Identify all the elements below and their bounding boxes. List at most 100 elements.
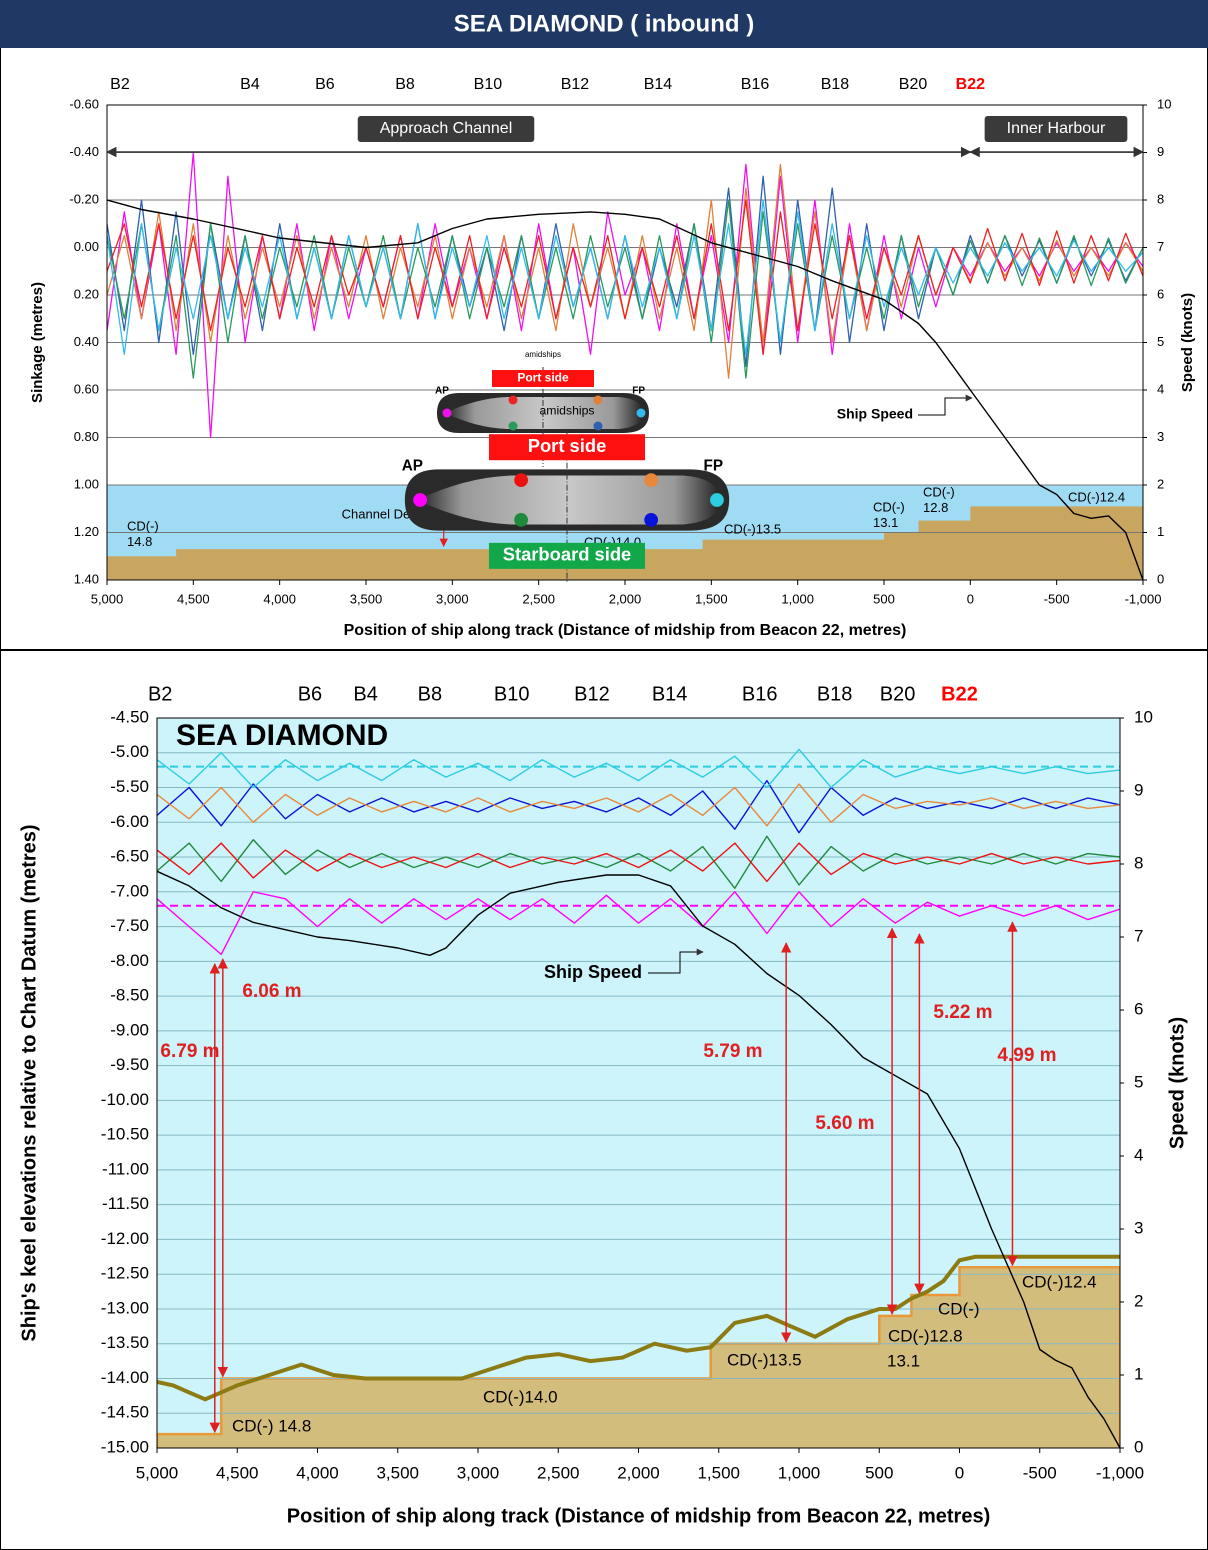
amidships-label: amidships xyxy=(525,350,561,359)
y-tick-label: 1.00 xyxy=(74,476,99,491)
x-tick-label: 4,000 xyxy=(263,591,296,606)
y-axis-title: Ship's keel elevations relative to Chart… xyxy=(18,824,40,1341)
y-tick-label: -10.00 xyxy=(101,1090,149,1109)
y-tick-label: -12.00 xyxy=(101,1229,149,1248)
y-tick-label: -5.50 xyxy=(110,777,149,796)
x-tick-label: 0 xyxy=(955,1463,964,1482)
starboard-box xyxy=(488,542,646,569)
depth-label: CD(-)13.5 xyxy=(724,521,781,536)
x-tick-label: 500 xyxy=(865,1463,893,1482)
fp-label: FP xyxy=(704,457,724,474)
beacon-label: B18 xyxy=(817,683,853,705)
clearance-label: 6.06 m xyxy=(242,981,301,1002)
x-tick-label: -500 xyxy=(1023,1463,1057,1482)
y2-tick-label: 2 xyxy=(1157,476,1164,491)
beacon-label: B22 xyxy=(941,683,978,705)
depth-label: CD(-)12.8 xyxy=(888,1326,963,1345)
speed-pointer xyxy=(918,394,973,416)
y-tick-label: -8.50 xyxy=(110,986,149,1005)
depth-label: CD(-)12.4 xyxy=(1068,489,1125,504)
x-axis-title: Position of ship along track (Distance o… xyxy=(344,622,907,639)
x-tick-label: 1,500 xyxy=(695,591,728,606)
y2-tick-label: 8 xyxy=(1157,191,1164,206)
clearance-label: 5.79 m xyxy=(703,1041,762,1062)
y-tick-label: -0.60 xyxy=(69,96,99,111)
y2-tick-label: 4 xyxy=(1157,381,1164,396)
y2-axis-title: Speed (knots) xyxy=(1179,293,1196,392)
depth-label: CD(-)12.4 xyxy=(1022,1272,1097,1291)
x-axis-title: Position of ship along track (Distance o… xyxy=(287,1505,990,1527)
beacon-label: B14 xyxy=(652,683,688,705)
y-tick-label: -4.50 xyxy=(110,707,149,726)
sensor-dot xyxy=(644,513,659,527)
y-tick-label: -0.40 xyxy=(69,144,99,159)
x-tick-label: 2,000 xyxy=(617,1463,660,1482)
ap-label: AP xyxy=(402,457,423,474)
header-bar xyxy=(0,0,1208,48)
series-line xyxy=(157,891,1120,956)
sensor-dot xyxy=(593,421,603,431)
y2-tick-label: 10 xyxy=(1134,707,1153,726)
y2-axis-title: Speed (knots) xyxy=(1166,1017,1188,1149)
beacon-label: B10 xyxy=(494,683,530,705)
y-tick-label: 0.80 xyxy=(74,429,99,444)
speed-pointer xyxy=(648,948,704,974)
y-tick-label: -13.50 xyxy=(101,1333,149,1352)
clearance-label: 5.22 m xyxy=(933,1002,992,1023)
hull-deck xyxy=(445,397,643,429)
y-tick-label: 0.40 xyxy=(74,334,99,349)
sensor-dot xyxy=(508,421,518,431)
bed-line xyxy=(157,1254,1120,1402)
chart: -0.60 -0.40 -0.20 0.00 0.20 0.40 0.60 0.80 1.00 1… xyxy=(29,76,1196,639)
starboard-label: Starboard side xyxy=(503,544,632,565)
speed-line xyxy=(157,870,1120,1448)
header-title: SEA DIAMOND ( inbound ) xyxy=(454,10,754,37)
port-label: Port side xyxy=(528,435,607,456)
beacon-label: B22 xyxy=(956,76,985,93)
beacon-label: B6 xyxy=(315,76,335,93)
x-tick-label: 4,000 xyxy=(296,1463,339,1482)
x-tick-label: 0 xyxy=(967,591,974,606)
x-tick-label: 2,500 xyxy=(537,1463,580,1482)
series-line xyxy=(157,779,1120,834)
region-label: Inner Harbour xyxy=(1007,120,1106,137)
beacon-label: B2 xyxy=(110,76,130,93)
y2-tick-label: 4 xyxy=(1134,1145,1143,1164)
depth-label: CD(-) xyxy=(873,499,905,514)
y-tick-label: -12.50 xyxy=(101,1264,149,1283)
series-line xyxy=(107,199,1143,379)
port-label: Port side xyxy=(517,371,569,385)
plot xyxy=(157,718,1120,1448)
y-axis-title: Sinkage (metres) xyxy=(29,282,46,403)
sensor-dot xyxy=(636,408,646,418)
beacon-label: B10 xyxy=(474,76,503,93)
y-tick-label: 0.60 xyxy=(74,381,99,396)
y2-tick-label: 5 xyxy=(1157,334,1164,349)
depth-label: CD(-)14.0 xyxy=(483,1387,558,1406)
depth-label: CD(-) xyxy=(127,518,159,533)
y-tick-label: -9.00 xyxy=(110,1020,149,1039)
series-line xyxy=(157,835,1120,889)
beacon-label: B2 xyxy=(148,683,172,705)
y-tick-label: -7.00 xyxy=(110,881,149,900)
region-label: Approach Channel xyxy=(380,120,513,137)
y2-tick-label: 10 xyxy=(1157,96,1171,111)
y2-tick-label: 0 xyxy=(1157,571,1164,586)
y-tick-label: -5.00 xyxy=(110,742,149,761)
ap-label: AP xyxy=(435,386,449,397)
clearance-label: 5.60 m xyxy=(815,1113,874,1134)
series-line xyxy=(157,842,1120,883)
depth-label: 13.1 xyxy=(887,1351,920,1370)
hull-deck xyxy=(417,475,720,525)
y2-tick-label: 0 xyxy=(1134,1437,1143,1456)
beacon-label: B20 xyxy=(880,683,916,705)
beacon-label: B12 xyxy=(561,76,590,93)
series-line xyxy=(107,199,1143,356)
seabed xyxy=(107,506,1143,580)
beacon-label: B18 xyxy=(821,76,850,93)
speed-line xyxy=(107,199,1143,580)
y-tick-label: -14.00 xyxy=(101,1368,149,1387)
y-tick-label: -13.00 xyxy=(101,1298,149,1317)
x-tick-label: -1,000 xyxy=(1096,1463,1144,1482)
